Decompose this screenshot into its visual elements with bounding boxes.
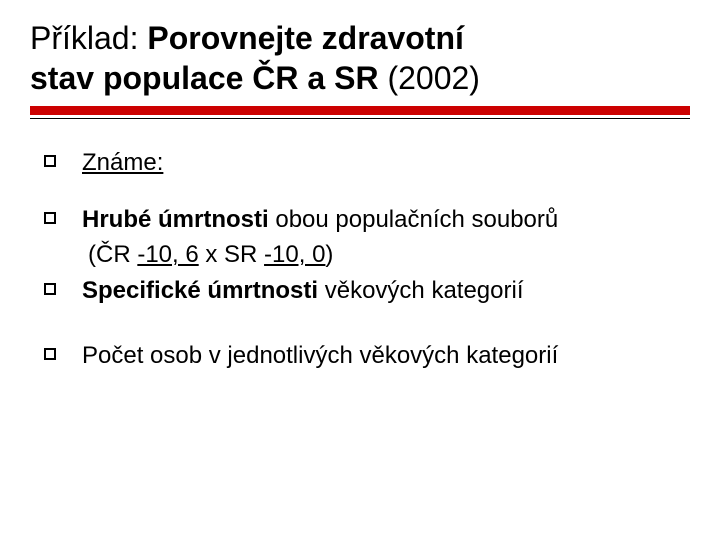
bullet-2-bold: Hrubé úmrtnosti	[82, 206, 269, 233]
b2-sub-v2: -10, 0	[264, 241, 325, 268]
list-item: Známe:	[44, 147, 680, 178]
bullet-3-bold: Specifické úmrtnosti	[82, 277, 318, 304]
bullet-1-label: Známe:	[82, 149, 163, 176]
b2-sub-v1: -10, 6	[137, 241, 198, 268]
bullet-3-text: Specifické úmrtnosti věkových kategorií	[82, 275, 524, 306]
bullet-2-text: Hrubé úmrtnosti obou populačních souborů	[82, 204, 558, 235]
title-underline-thin	[30, 118, 690, 119]
square-bullet-icon	[44, 155, 56, 167]
b2-sub-pre: (ČR	[88, 241, 137, 268]
bullet-3-rest: věkových kategorií	[318, 277, 523, 304]
title-suffix: (2002)	[379, 60, 480, 96]
slide: { "title": { "prefix": "Příklad: ", "bol…	[0, 0, 720, 540]
title-underline-thick	[30, 106, 690, 115]
title-bold-2: stav populace ČR a SR	[30, 60, 379, 96]
title-line-2: stav populace ČR a SR (2002)	[30, 58, 690, 98]
list-item: Hrubé úmrtnosti obou populačních souborů	[44, 204, 680, 235]
title-prefix: Příklad:	[30, 20, 147, 56]
b2-sub-mid: x SR	[199, 241, 264, 268]
list-item: Specifické úmrtnosti věkových kategorií	[44, 275, 680, 306]
square-bullet-icon	[44, 283, 56, 295]
title-bold-1: Porovnejte zdravotní	[147, 20, 464, 56]
bullet-4-text: Počet osob v jednotlivých věkových kateg…	[82, 340, 558, 371]
square-bullet-icon	[44, 348, 56, 360]
bullet-1-text: Známe:	[82, 147, 163, 178]
body: Známe: Hrubé úmrtnosti obou populačních …	[30, 147, 690, 371]
b2-sub-post: )	[325, 241, 333, 268]
title-line-1: Příklad: Porovnejte zdravotní	[30, 18, 690, 58]
title-block: Příklad: Porovnejte zdravotní stav popul…	[30, 18, 690, 98]
list-item: Počet osob v jednotlivých věkových kateg…	[44, 340, 680, 371]
bullet-2-subline: (ČR -10, 6 x SR -10, 0)	[88, 239, 680, 270]
bullet-2-rest: obou populačních souborů	[269, 206, 559, 233]
square-bullet-icon	[44, 212, 56, 224]
